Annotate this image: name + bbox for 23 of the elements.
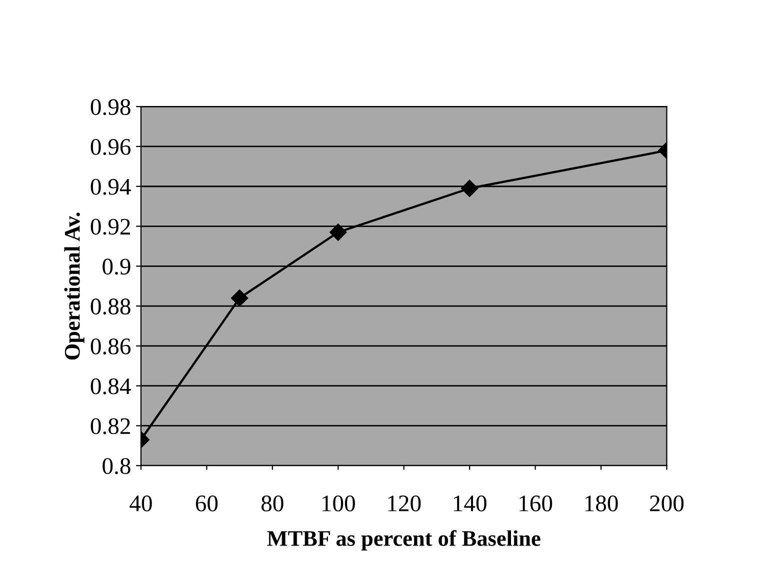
- x-tick-label: 200: [650, 495, 684, 512]
- y-tick-label: 0.84: [90, 378, 131, 394]
- y-tick-label: 0.9: [102, 258, 130, 275]
- x-tick-label: 180: [585, 495, 618, 512]
- x-tick-label: 80: [262, 495, 284, 512]
- y-tick-label: 0.96: [90, 138, 131, 156]
- x-axis-title: MTBF as percent of Baseline: [267, 530, 540, 550]
- x-tick-label: 40: [130, 495, 152, 512]
- x-tick-label: 100: [322, 495, 355, 512]
- y-tick-label: 0.82: [90, 418, 130, 434]
- y-tick-label: 0.92: [90, 218, 130, 235]
- y-tick-label: 0.98: [90, 99, 130, 116]
- y-tick-label: 0.86: [90, 338, 131, 354]
- x-tick-label: 120: [388, 495, 421, 512]
- point: [330, 224, 347, 241]
- point: [231, 290, 248, 307]
- y-tick-label: 0.88: [90, 298, 130, 315]
- x-tick-label: 140: [454, 495, 486, 512]
- y-tick-label: 0.94: [90, 178, 131, 195]
- y-axis-title: Operational Av.: [64, 212, 84, 360]
- x-tick-label: 60: [196, 495, 218, 512]
- x-tick-label: 160: [520, 495, 552, 512]
- y-tick-label: 0.8: [102, 458, 130, 474]
